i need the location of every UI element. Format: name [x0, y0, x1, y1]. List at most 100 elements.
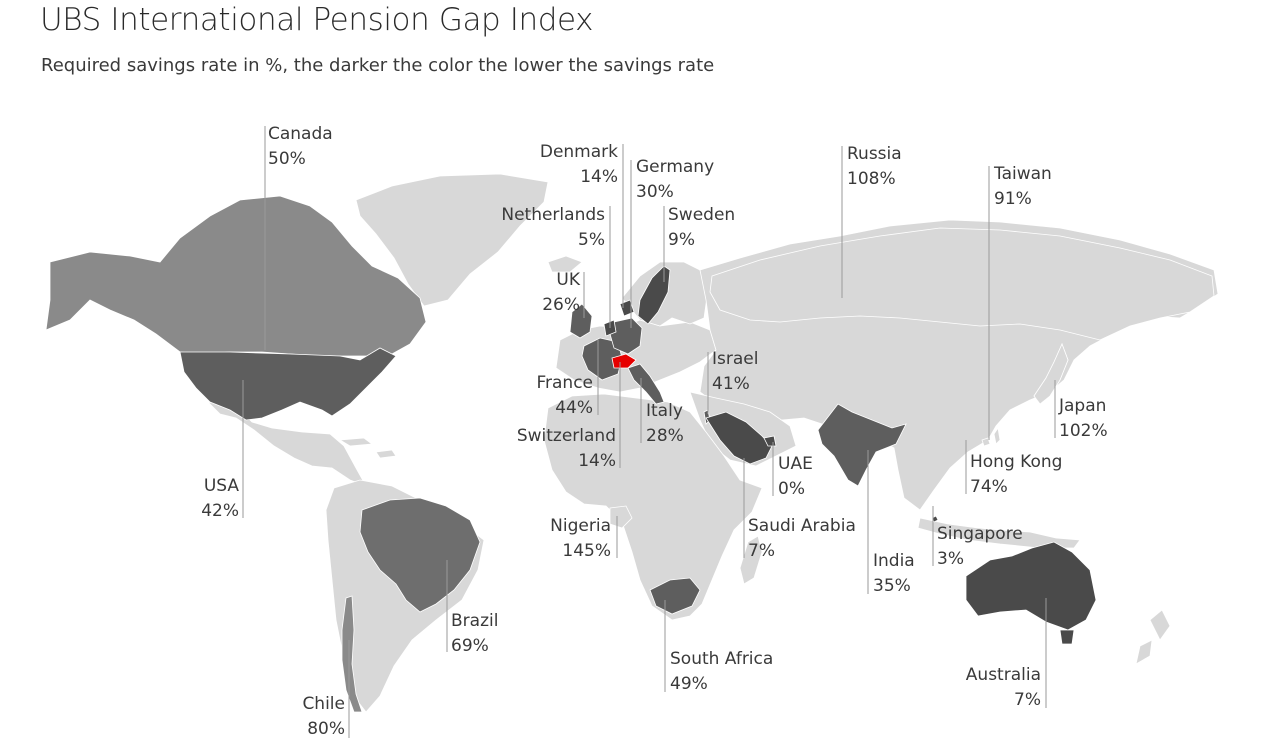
hong-kong-label: Hong Kong 74%: [970, 450, 1062, 500]
australia-shape[interactable]: [965, 541, 1097, 645]
uae-name: UAE: [778, 454, 813, 474]
switzerland-shape[interactable]: [611, 353, 637, 369]
israel-value: 41%: [712, 374, 750, 394]
india-shape[interactable]: [817, 403, 907, 487]
map-title: UBS International Pension Gap Index: [40, 2, 594, 38]
japan-label: Japan 102%: [1059, 394, 1108, 444]
chile-name: Chile: [302, 694, 345, 714]
singapore-value: 3%: [937, 549, 964, 569]
landmass-caribbean: [338, 437, 397, 459]
usa-label: USA 42%: [201, 474, 239, 524]
denmark-label: Denmark 14%: [540, 140, 618, 190]
switzerland-value: 14%: [578, 451, 616, 471]
australia-value: 7%: [1014, 690, 1041, 710]
saudi-arabia-label: Saudi Arabia 7%: [748, 514, 856, 564]
brazil-label: Brazil 69%: [451, 609, 498, 659]
leader-lines: [242, 126, 1056, 738]
hong-kong-name: Hong Kong: [970, 452, 1063, 472]
germany-value: 30%: [636, 182, 674, 202]
israel-label: Israel 41%: [712, 347, 758, 397]
canada-value: 50%: [268, 149, 306, 169]
france-value: 44%: [555, 398, 593, 418]
landmass-new-zealand: [1135, 609, 1171, 665]
south-africa-name: South Africa: [670, 649, 774, 669]
south-africa-value: 49%: [670, 674, 708, 694]
nigeria-value: 145%: [562, 541, 611, 561]
uk-value: 26%: [542, 295, 580, 315]
switzerland-label: Switzerland 14%: [517, 424, 616, 474]
usa-name: USA: [203, 476, 239, 496]
south-africa-shape[interactable]: [649, 577, 701, 615]
uk-shape[interactable]: [569, 303, 593, 339]
italy-shape[interactable]: [627, 363, 665, 405]
france-name: France: [536, 373, 593, 393]
india-label: India 35%: [873, 549, 915, 599]
france-label: France 44%: [536, 371, 593, 421]
uae-label: UAE 0%: [778, 452, 813, 502]
uk-label: UK 26%: [542, 268, 580, 318]
landmass-madagascar: [739, 535, 763, 585]
hong-kong-shape[interactable]: [981, 437, 991, 447]
japan-value: 102%: [1059, 421, 1108, 441]
netherlands-name: Netherlands: [501, 205, 605, 225]
brazil-shape[interactable]: [359, 497, 481, 613]
israel-name: Israel: [712, 349, 759, 369]
netherlands-value: 5%: [578, 230, 605, 250]
uk-name: UK: [556, 270, 580, 290]
map-subtitle: Required savings rate in %, the darker t…: [41, 55, 715, 76]
landmass-indonesia: [917, 517, 1081, 549]
sweden-name: Sweden: [668, 205, 736, 225]
brazil-value: 69%: [451, 636, 489, 656]
germany-label: Germany 30%: [636, 155, 714, 205]
taiwan-shape[interactable]: [993, 426, 1001, 445]
usa-shape[interactable]: [179, 347, 397, 421]
canada-name: Canada: [268, 124, 333, 144]
nigeria-label: Nigeria 145%: [550, 514, 611, 564]
landmass-africa: [543, 393, 763, 621]
south-africa-label: South Africa 49%: [670, 647, 773, 697]
brazil-name: Brazil: [451, 611, 499, 631]
japan-shape[interactable]: [1033, 342, 1069, 405]
sweden-value: 9%: [668, 230, 695, 250]
taiwan-name: Taiwan: [994, 164, 1052, 184]
country-shapes: [45, 195, 1215, 713]
india-value: 35%: [873, 576, 911, 596]
russia-label: Russia 108%: [847, 142, 902, 192]
russia-value: 108%: [847, 169, 896, 189]
russia-name: Russia: [847, 144, 902, 164]
singapore-label: Singapore 3%: [937, 522, 1023, 572]
canada-label: Canada 50%: [268, 122, 333, 172]
germany-shape[interactable]: [609, 317, 643, 355]
france-shape[interactable]: [581, 337, 623, 381]
australia-name: Australia: [965, 665, 1041, 685]
nigeria-name: Nigeria: [550, 516, 611, 536]
singapore-name: Singapore: [937, 524, 1023, 544]
saudi-arabia-name: Saudi Arabia: [748, 516, 856, 536]
australia-label: Australia 7%: [966, 663, 1041, 713]
taiwan-value: 91%: [994, 189, 1032, 209]
netherlands-label: Netherlands 5%: [501, 203, 605, 253]
landmass-iceland: [547, 255, 583, 273]
russia-shape[interactable]: [709, 227, 1215, 341]
italy-value: 28%: [646, 426, 684, 446]
nigeria-shape[interactable]: [609, 505, 633, 529]
sweden-label: Sweden 9%: [668, 203, 735, 253]
usa-value: 42%: [201, 501, 239, 521]
taiwan-label: Taiwan 91%: [994, 162, 1052, 212]
uae-value: 0%: [778, 479, 805, 499]
chile-value: 80%: [307, 719, 345, 739]
denmark-value: 14%: [580, 167, 618, 187]
chile-label: Chile 80%: [302, 692, 345, 742]
switzerland-name: Switzerland: [516, 426, 616, 446]
chile-shape[interactable]: [341, 595, 363, 713]
landmass-greenland: [355, 173, 549, 307]
japan-name: Japan: [1059, 396, 1107, 416]
saudi-arabia-shape[interactable]: [705, 411, 773, 465]
germany-name: Germany: [636, 157, 715, 177]
saudi-arabia-value: 7%: [748, 541, 775, 561]
india-name: India: [873, 551, 915, 571]
hong-kong-value: 74%: [970, 477, 1008, 497]
sweden-shape[interactable]: [637, 265, 671, 325]
denmark-name: Denmark: [539, 142, 618, 162]
